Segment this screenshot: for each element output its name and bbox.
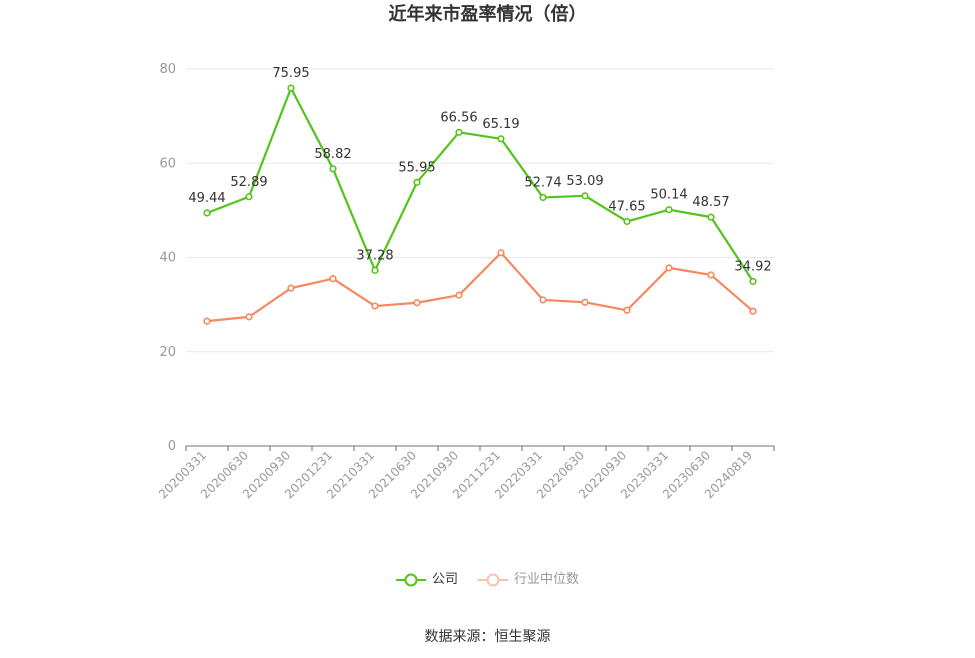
data-point[interactable] xyxy=(287,284,295,292)
data-point[interactable] xyxy=(581,192,589,200)
data-point[interactable] xyxy=(245,193,253,201)
data-point[interactable] xyxy=(329,165,337,173)
data-label: 65.19 xyxy=(482,117,519,132)
series-line xyxy=(206,251,754,323)
data-point[interactable] xyxy=(245,313,253,321)
data-point[interactable] xyxy=(665,264,673,272)
data-point[interactable] xyxy=(413,178,421,186)
data-label: 75.95 xyxy=(272,66,309,81)
chart-title: 近年来市盈率情况（倍） xyxy=(388,4,587,25)
data-label: 58.82 xyxy=(314,147,351,162)
legend-marker-company xyxy=(395,573,426,587)
data-label: 50.14 xyxy=(650,188,687,203)
series xyxy=(203,84,757,325)
data-labels: 49.44 52.89 75.95 58.82 37.28 55.95 66.56 65.19… xyxy=(188,66,771,274)
legend-label-industry-median: 行业中位数 xyxy=(514,572,580,587)
data-label: 48.57 xyxy=(692,195,729,210)
data-label: 37.28 xyxy=(356,248,393,263)
data-point[interactable] xyxy=(581,298,589,306)
y-tick-label: 0 xyxy=(168,439,176,454)
legend-item-company[interactable]: 公司 xyxy=(395,570,458,590)
data-label: 66.56 xyxy=(440,110,477,125)
data-label: 52.89 xyxy=(230,175,267,190)
legend-marker-industry-median xyxy=(478,573,508,587)
data-point[interactable] xyxy=(539,296,547,304)
data-label: 55.95 xyxy=(398,160,435,175)
y-tick-label: 80 xyxy=(159,62,176,77)
series-industry-median xyxy=(203,249,757,325)
data-point[interactable] xyxy=(455,128,463,136)
data-point[interactable] xyxy=(749,277,757,286)
data-label: 52.74 xyxy=(524,175,561,190)
grid-lines xyxy=(186,68,774,353)
data-point[interactable] xyxy=(623,217,631,226)
data-point[interactable] xyxy=(455,291,463,299)
data-label: 47.65 xyxy=(608,199,645,214)
data-point[interactable] xyxy=(287,84,295,92)
data-point[interactable] xyxy=(539,193,547,202)
data-point[interactable] xyxy=(497,135,505,143)
legend: 公司 行业中位数 xyxy=(0,570,975,590)
data-point[interactable] xyxy=(371,266,379,274)
data-point[interactable] xyxy=(707,213,715,221)
data-point[interactable] xyxy=(749,307,757,315)
data-point[interactable] xyxy=(707,271,715,279)
data-label: 49.44 xyxy=(188,191,225,206)
data-point[interactable] xyxy=(623,306,631,314)
y-tick-label: 40 xyxy=(159,251,176,266)
y-tick-label: 20 xyxy=(159,345,176,360)
data-source: 数据来源：恒生聚源 xyxy=(424,629,551,645)
data-point[interactable] xyxy=(413,299,421,307)
series-company xyxy=(203,84,757,286)
legend-label-company: 公司 xyxy=(431,572,458,587)
data-point[interactable] xyxy=(203,317,211,325)
legend-item-industry-median[interactable]: 行业中位数 xyxy=(478,570,579,590)
data-label: 34.92 xyxy=(734,259,771,274)
data-point[interactable] xyxy=(329,275,337,283)
data-point[interactable] xyxy=(665,206,673,214)
data-label: 53.09 xyxy=(566,174,603,189)
data-point[interactable] xyxy=(497,249,505,257)
data-point[interactable] xyxy=(203,209,211,217)
axes: 0204060802020033120200630202009302020123… xyxy=(156,62,775,501)
series-line xyxy=(206,86,754,283)
y-tick-label: 60 xyxy=(159,156,176,171)
data-point[interactable] xyxy=(371,302,379,310)
